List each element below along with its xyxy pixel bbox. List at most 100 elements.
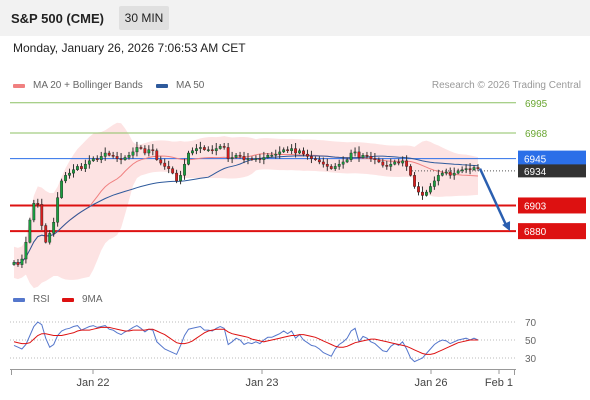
header-bar: S&P 500 (CME) 30 MIN <box>0 0 590 36</box>
candle-body <box>171 168 175 174</box>
candle <box>214 142 218 156</box>
candle <box>183 158 186 180</box>
candle <box>131 147 135 159</box>
ma20-swatch <box>13 83 25 88</box>
candle <box>456 168 460 175</box>
candle-body <box>258 158 262 160</box>
candle-body <box>357 151 361 158</box>
candle <box>80 163 83 171</box>
candle <box>365 151 369 159</box>
candle-body <box>155 150 159 160</box>
candle <box>246 153 250 165</box>
candle <box>440 170 444 177</box>
candle <box>397 158 401 166</box>
candle-body <box>56 197 60 223</box>
candle-body <box>111 155 115 157</box>
projection-arrow-head <box>502 221 511 232</box>
legend-9ma-label: 9MA <box>82 294 103 305</box>
candle <box>333 163 337 171</box>
candle-body <box>440 172 444 176</box>
candle <box>20 254 24 268</box>
candle-body <box>310 156 313 159</box>
level-label-6880: 6880 <box>524 227 547 238</box>
candle-body <box>103 152 107 157</box>
candle-body <box>187 152 190 165</box>
candle <box>83 159 87 172</box>
candle-body <box>147 149 151 154</box>
candle <box>274 149 278 159</box>
candle <box>452 167 456 180</box>
candle <box>87 155 91 169</box>
candle <box>409 164 412 177</box>
candle-body <box>20 258 24 265</box>
candle <box>325 158 329 171</box>
candle <box>393 159 397 166</box>
candle-body <box>417 186 420 193</box>
candle <box>389 158 393 171</box>
candle <box>317 156 321 165</box>
candle-body <box>83 163 87 169</box>
candle-body <box>36 203 40 205</box>
candle-body <box>44 225 48 243</box>
candle <box>44 223 48 244</box>
candle-body <box>317 159 321 163</box>
candle-body <box>341 161 345 165</box>
x-tick-label: Jan 22 <box>76 377 109 389</box>
candle-body <box>195 148 198 151</box>
candle <box>234 153 238 159</box>
candle-body <box>444 171 448 174</box>
candle-body <box>425 191 428 196</box>
candle-body <box>143 148 147 154</box>
candle-body <box>333 166 337 169</box>
candle <box>381 158 385 168</box>
level-label-6934: 6934 <box>524 167 547 178</box>
candle-body <box>472 167 476 170</box>
level-label-6945: 6945 <box>524 155 547 166</box>
candle <box>425 189 428 197</box>
legend-ma20: MA 20 + Bollinger Bands <box>13 80 143 91</box>
candle <box>12 260 16 266</box>
candle-body <box>214 148 218 151</box>
candle-body <box>325 163 329 167</box>
candle <box>349 149 353 162</box>
candle-body <box>321 161 325 165</box>
candle <box>226 142 230 162</box>
candle-body <box>389 163 393 167</box>
candle <box>222 142 226 150</box>
candle <box>306 149 309 160</box>
candle-body <box>226 147 230 159</box>
candle <box>99 151 103 164</box>
rsi-line <box>13 321 479 363</box>
timeframe-button[interactable]: 30 MIN <box>119 6 169 30</box>
candle-body <box>234 155 238 158</box>
bollinger-band <box>14 122 478 289</box>
candle <box>270 151 274 158</box>
candle <box>171 166 175 175</box>
candle-body <box>369 156 373 159</box>
candle <box>401 156 405 167</box>
candle-body <box>52 222 56 234</box>
candle <box>127 151 131 160</box>
candle-body <box>159 159 163 164</box>
candle-body <box>123 157 127 160</box>
candle <box>413 171 416 189</box>
x-tick-label: Jan 23 <box>245 377 278 389</box>
candle <box>432 176 436 190</box>
candle-body <box>381 161 385 166</box>
candle <box>119 153 123 165</box>
candle-body <box>28 219 32 243</box>
candle-body <box>206 149 210 151</box>
candle-body <box>64 175 67 182</box>
candle <box>72 164 75 178</box>
rsi-tick-label: 30 <box>525 354 537 365</box>
candle-body <box>409 166 412 176</box>
legend-ma20-label: MA 20 + Bollinger Bands <box>33 80 143 91</box>
candle-body <box>460 169 464 172</box>
candle-body <box>262 157 266 160</box>
candle-body <box>476 167 480 169</box>
candle <box>175 169 178 184</box>
candle-body <box>68 172 71 176</box>
candle-body <box>464 168 468 170</box>
candle <box>195 144 198 155</box>
